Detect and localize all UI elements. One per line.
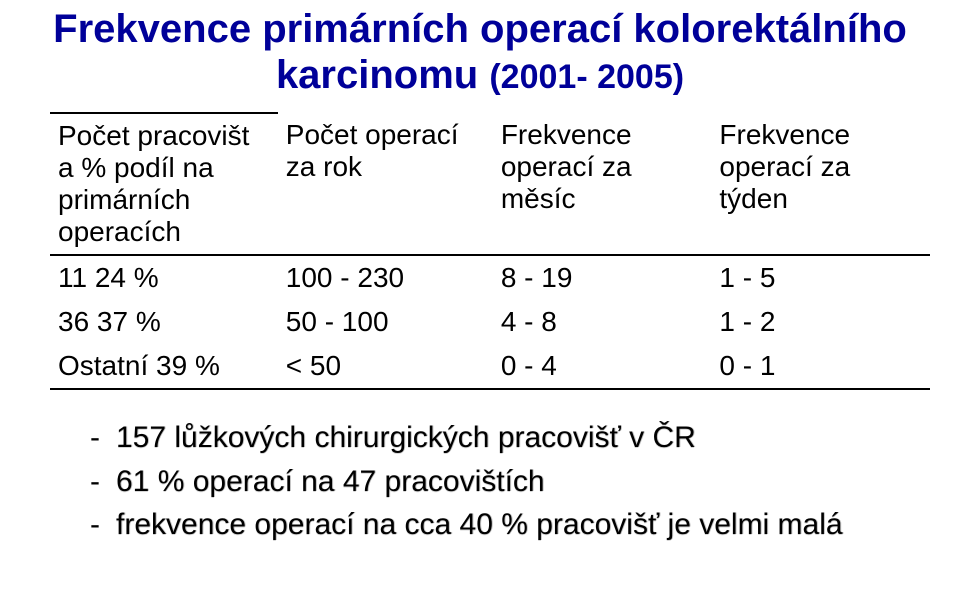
slide: Frekvence primárních operací kolorektáln… <box>0 0 960 547</box>
table-cell: 50 - 100 <box>278 300 493 344</box>
table-cell: 1 - 2 <box>711 300 930 344</box>
table-row: 11 24 % 100 - 230 8 - 19 1 - 5 <box>50 255 930 300</box>
table-row: Ostatní 39 % < 50 0 - 4 0 - 1 <box>50 344 930 389</box>
bullet-text: 157 lůžkových chirurgických pracovišť v … <box>116 416 696 460</box>
table-cell: 8 - 19 <box>493 255 712 300</box>
table-cell: 36 37 % <box>50 300 278 344</box>
title-line2-main: karcinomu <box>276 53 478 97</box>
table-header-row: Počet pracovišt a % podíl na primárních … <box>50 113 930 255</box>
table-cell: 0 - 1 <box>711 344 930 389</box>
slide-title: Frekvence primárních operací kolorektáln… <box>40 6 920 98</box>
bullet-dash: - <box>90 503 116 547</box>
bullet-dash: - <box>90 416 116 460</box>
table-cell: Ostatní 39 % <box>50 344 278 389</box>
table-cell: 100 - 230 <box>278 255 493 300</box>
data-table: Počet pracovišt a % podíl na primárních … <box>50 112 930 390</box>
table-cell: 4 - 8 <box>493 300 712 344</box>
table-cell: 1 - 5 <box>711 255 930 300</box>
table-cell: 0 - 4 <box>493 344 712 389</box>
table-header-cell: Počet pracovišt a % podíl na primárních … <box>50 113 278 255</box>
bullet-text: 61 % operací na 47 pracovištích <box>116 460 545 504</box>
table-cell: 11 24 % <box>50 255 278 300</box>
table-header-cell: Počet operací za rok <box>278 113 493 255</box>
title-line2-paren: (2001- 2005) <box>489 58 684 96</box>
table-cell: < 50 <box>278 344 493 389</box>
table-header-cell: Frekvence operací za týden <box>711 113 930 255</box>
table-header-cell: Frekvence operací za měsíc <box>493 113 712 255</box>
bullet-item: - 157 lůžkových chirurgických pracovišť … <box>90 416 920 460</box>
bullet-item: - frekvence operací na cca 40 % pracoviš… <box>90 503 920 547</box>
bullet-text: frekvence operací na cca 40 % pracovišť … <box>116 503 843 547</box>
table-row: 36 37 % 50 - 100 4 - 8 1 - 2 <box>50 300 930 344</box>
bullet-list: - 157 lůžkových chirurgických pracovišť … <box>90 416 920 547</box>
title-line1: Frekvence primárních operací kolorektáln… <box>53 7 907 51</box>
bullet-item: - 61 % operací na 47 pracovištích <box>90 460 920 504</box>
bullet-dash: - <box>90 460 116 504</box>
